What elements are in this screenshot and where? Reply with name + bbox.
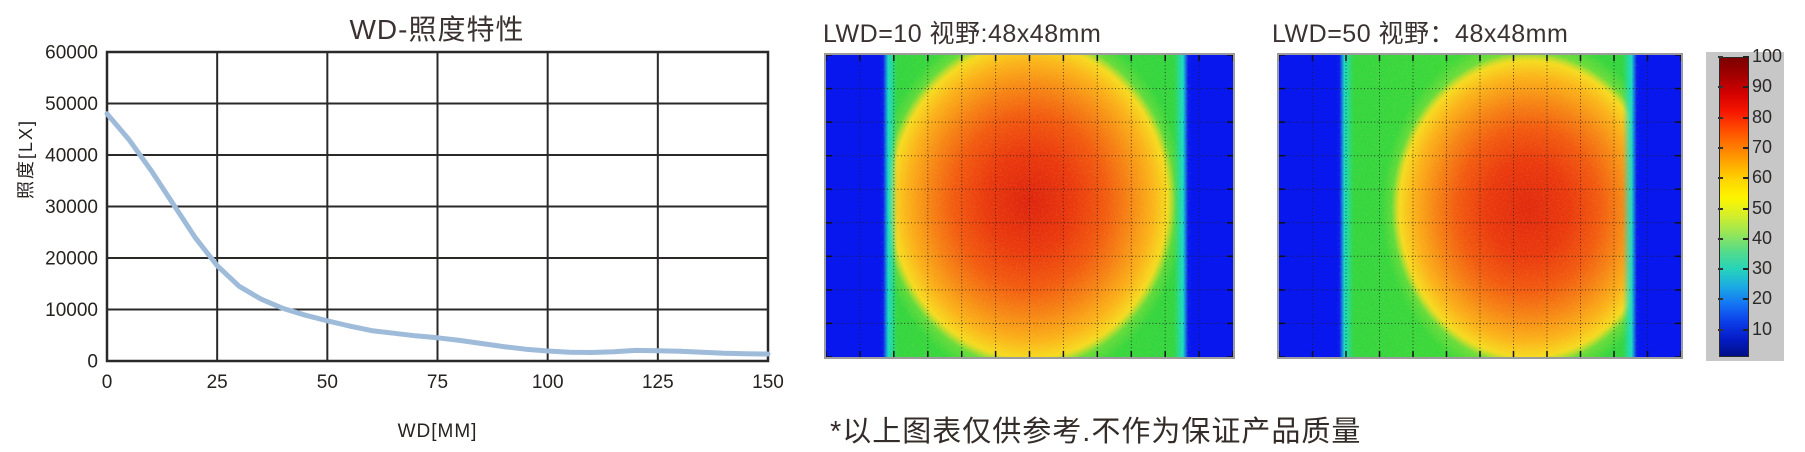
svg-text:25: 25 [207, 372, 228, 393]
svg-text:0: 0 [102, 372, 113, 393]
line-chart-title: WD-照度特性 [349, 14, 525, 45]
x-axis-label: WD[MM] [397, 421, 478, 442]
colorbar-tickmark [1718, 177, 1723, 180]
colorbar-tickmark [1743, 207, 1749, 210]
line-chart-plot: 0 10000 20000 30000 40000 50000 60000 0 25 50 75 10… [45, 43, 784, 394]
colorbar-tick-label: 80 [1752, 106, 1773, 127]
colorbar-tickmark [1743, 116, 1749, 119]
colorbar-tick-label: 100 [1752, 46, 1783, 67]
colorbar-tickmark [1718, 86, 1723, 89]
colorbar-tick-label: 70 [1752, 136, 1773, 157]
colorbar-tickmark [1718, 146, 1723, 149]
svg-text:10000: 10000 [45, 300, 98, 321]
colorbar-tickmark [1743, 177, 1749, 180]
svg-text:30000: 30000 [45, 197, 98, 218]
svg-text:60000: 60000 [45, 43, 98, 64]
colorbar-tick-label: 50 [1752, 197, 1773, 218]
heatmap-lwd50-title: LWD=50 视野：48x48mm [1272, 20, 1569, 48]
svg-text:150: 150 [752, 372, 784, 393]
colorbar-tickmark [1718, 268, 1723, 271]
svg-text:40000: 40000 [45, 146, 98, 167]
svg-text:75: 75 [427, 372, 448, 393]
heatmap-lwd50 [1277, 53, 1683, 359]
colorbar: 100 90 80 70 60 50 40 30 20 10 [1706, 46, 1784, 361]
colorbar-tick-label: 10 [1752, 318, 1773, 339]
colorbar-tickmark [1718, 116, 1723, 119]
colorbar-tick-label: 40 [1752, 227, 1773, 248]
heatmap-lwd10 [824, 53, 1235, 359]
svg-text:125: 125 [642, 372, 674, 393]
colorbar-tickmark [1743, 328, 1749, 331]
colorbar-tick-label: 30 [1752, 258, 1773, 279]
colorbar-tick-label: 90 [1752, 76, 1773, 97]
colorbar-tickmark [1743, 146, 1749, 149]
heatmap-grid-overlay [1279, 55, 1681, 357]
colorbar-tickmark [1718, 207, 1723, 210]
colorbar-tickmark [1718, 56, 1723, 58]
colorbar-tickmark [1718, 298, 1723, 301]
colorbar-tick-label: 20 [1752, 288, 1773, 309]
svg-text:20000: 20000 [45, 249, 98, 270]
disclaimer-note: *以上图表仅供参考.不作为保证产品质量 [830, 416, 1362, 448]
colorbar-tickmark [1743, 86, 1749, 89]
svg-text:50: 50 [317, 372, 338, 393]
colorbar-tickmark [1743, 268, 1749, 271]
svg-text:0: 0 [87, 352, 98, 373]
svg-text:100: 100 [532, 372, 564, 393]
colorbar-tickmark [1743, 237, 1749, 240]
colorbar-tickmark [1743, 298, 1749, 301]
colorbar-gradient [1719, 57, 1749, 357]
colorbar-tick-label: 60 [1752, 167, 1773, 188]
colorbar-tickmark [1718, 328, 1723, 331]
colorbar-tickmark [1743, 56, 1749, 58]
heatmap-lwd10-title: LWD=10 视野:48x48mm [823, 20, 1102, 48]
colorbar-tickmark [1718, 237, 1723, 240]
svg-text:50000: 50000 [45, 94, 98, 115]
heatmap-grid-overlay [826, 55, 1233, 357]
